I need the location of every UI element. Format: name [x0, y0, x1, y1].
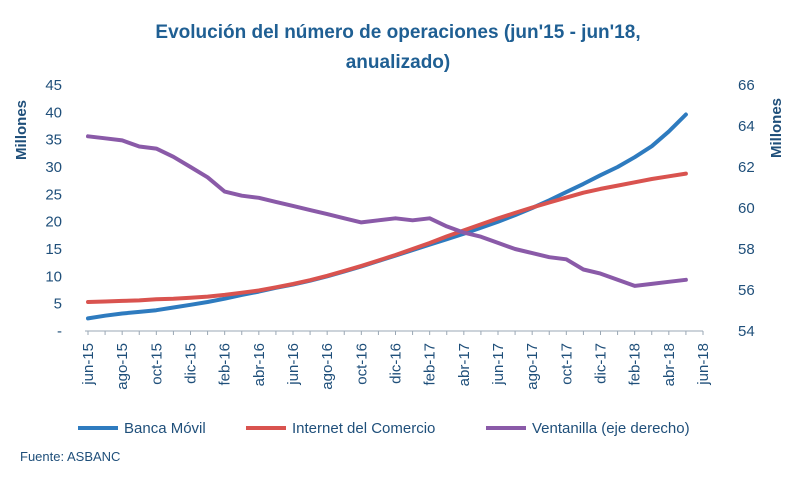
x-tick-label: jun-18 [695, 343, 712, 386]
y-left-tick-label: 35 [45, 132, 62, 149]
x-tick-label: ago-15 [114, 343, 131, 390]
y-left-tick-label: 20 [45, 214, 62, 231]
y-left-tick-label: 10 [45, 268, 62, 285]
chart-title-line2: anualizado) [346, 52, 451, 73]
source-note: Fuente: ASBANC [20, 449, 120, 464]
y-axis-right-ticks: 54 56 58 60 62 64 66 [738, 77, 755, 340]
y-right-tick-label: 58 [738, 241, 755, 258]
legend-label-banca-movil: Banca Móvil [124, 420, 206, 437]
x-tick-label: feb-17 [422, 343, 439, 386]
x-tick-label: jun-17 [490, 343, 507, 386]
y-right-tick-label: 66 [738, 77, 755, 94]
y-right-tick-label: 64 [738, 118, 755, 135]
x-tick-label: ago-16 [319, 343, 336, 390]
y-axis-right-title: Millones [768, 98, 785, 158]
x-tick-label: dic-15 [183, 343, 200, 384]
x-tick-label: jun-15 [80, 343, 97, 386]
x-tick-label: abr-18 [661, 343, 678, 386]
x-tick-label: oct-15 [148, 343, 165, 385]
y-left-tick-label: - [57, 323, 62, 340]
y-right-tick-label: 60 [738, 200, 755, 217]
x-axis: jun-15 ago-15 oct-15 dic-15 feb-16 abr-16 jun-… [80, 330, 712, 390]
y-left-tick-label: 25 [45, 186, 62, 203]
series-lines [86, 112, 688, 321]
x-tick-label: oct-17 [558, 343, 575, 385]
x-tick-label: dic-17 [593, 343, 610, 384]
x-tick-label: dic-16 [388, 343, 405, 384]
x-tick-label: feb-16 [217, 343, 234, 386]
y-right-tick-label: 54 [738, 323, 755, 340]
line-banca-movil [86, 112, 688, 321]
y-left-tick-label: 5 [54, 296, 62, 313]
y-axis-left-title: Millones [13, 100, 30, 160]
x-tick-label: feb-18 [627, 343, 644, 386]
x-tick-label: jun-16 [285, 343, 302, 386]
y-left-tick-label: 45 [45, 77, 62, 94]
legend-label-ventanilla: Ventanilla (eje derecho) [532, 420, 690, 437]
x-tick-label: oct-16 [353, 343, 370, 385]
y-left-tick-label: 15 [45, 241, 62, 258]
x-tick-label: abr-16 [251, 343, 268, 386]
line-internet-comercio [86, 171, 688, 304]
y-right-tick-label: 62 [738, 159, 755, 176]
legend: Banca Móvil Internet del Comercio Ventan… [78, 420, 690, 437]
y-left-tick-label: 40 [45, 104, 62, 121]
legend-label-internet-comercio: Internet del Comercio [292, 420, 435, 437]
y-axis-left-ticks: - 5 10 15 20 25 30 35 40 45 [45, 77, 62, 340]
x-tick-label: abr-17 [456, 343, 473, 386]
y-left-tick-label: 30 [45, 159, 62, 176]
y-right-tick-label: 56 [738, 282, 755, 299]
line-ventanilla [86, 134, 688, 288]
x-tick-label: ago-17 [524, 343, 541, 390]
chart-title-line1: Evolución del número de operaciones (jun… [155, 22, 640, 43]
